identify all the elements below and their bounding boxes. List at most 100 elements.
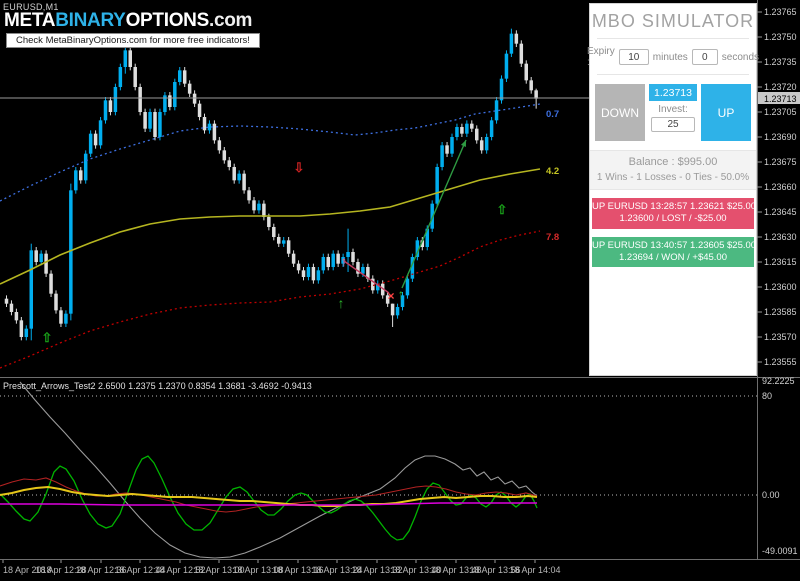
candle-body [39,253,43,263]
candle-body [227,160,231,168]
candle-body [484,137,489,151]
metabinaryoptions-logo: METABINARYOPTIONS.com [4,10,252,32]
time-tick-label: 18 Apr 13:56 [469,565,520,575]
candle-body [88,133,93,154]
candle-body [173,82,177,108]
candle-body [326,257,330,268]
trade-exit-cross: × [387,289,394,303]
candle-body [519,43,524,64]
candle-body [9,303,14,313]
candle-body [435,167,439,204]
expiry-seconds-input[interactable] [691,49,718,65]
price-tick-label: 1.23765 [764,7,797,17]
candle-body [509,33,514,54]
candle-body [277,237,281,244]
price-tick-label: 1.23585 [764,307,797,317]
ma-value-label: 7.8 [546,232,559,243]
candle-body [336,253,340,264]
logo-part-meta: META [4,10,56,31]
time-tick-label: 18 Apr 13:48 [430,565,481,575]
candle-body [494,100,499,121]
indicator-axis-label: -49.0091 [762,546,798,556]
price-tick-label: 1.23705 [764,107,797,117]
expiry-label: Expiry : [586,46,615,68]
candle-body [346,252,350,258]
candle-body [430,203,434,229]
time-tick-label: 18 Apr 13:32 [351,565,402,575]
candle-body [143,112,147,129]
candle-body [361,267,365,274]
candle-body [74,170,78,191]
candle-body [257,203,261,211]
candle-body [286,240,291,254]
candle-body [138,87,142,113]
candle-body [465,123,469,134]
candle-body [395,307,400,316]
candle-body [128,50,132,68]
candle-body [291,253,296,264]
buy-signal-arrow: ↑ [338,295,345,311]
candle-body [475,128,479,141]
candle-body [148,112,152,129]
up-button[interactable]: UP [701,84,751,141]
price-tick-label: 1.23660 [764,182,797,192]
indicator-axis-label: 92.2225 [762,376,795,386]
ma-fast-blue [0,103,541,202]
candle-body [405,278,410,296]
candle-body [400,295,405,308]
time-tick-label: 18 Apr 12:36 [75,565,126,575]
candle-body [168,95,172,108]
price-tick-label: 1.23570 [764,332,797,342]
panel-title: MBO SIMULATOR [591,11,755,31]
price-tick-label: 1.23555 [764,357,797,367]
indicator-axis-label: 80 [762,391,772,401]
candle-body [19,320,24,338]
candle-body [534,90,538,99]
candle-body [301,270,306,278]
candle-body [69,190,73,314]
time-tick-label: 18 Apr 13:16 [272,565,323,575]
ma-value-label: 4.2 [546,166,559,177]
trade-history-lost: UP EURUSD 13:28:57 1.23621 $25.00 1.2360… [592,198,756,229]
price-tick-label: 1.23720 [764,82,797,92]
candle-body [64,313,68,324]
price-tick-label: 1.23615 [764,257,797,267]
price-tick-label: 1.23600 [764,282,797,292]
hollow-down-arrow: ⇩ [294,160,305,175]
candle-body [460,127,464,134]
candle-body [79,170,83,181]
candle-body [499,78,504,101]
price-tick-label: 1.23735 [764,57,797,67]
candle-body [390,303,395,316]
candle-body [262,203,266,218]
invest-label: Invest: [658,104,688,115]
current-price-box [758,92,800,104]
time-tick-label: 18 Apr 13:40 [390,565,441,575]
candle-body [133,67,137,88]
promo-banner[interactable]: Check MetaBinaryOptions.com for more fre… [6,33,260,48]
invest-input[interactable] [651,117,695,132]
price-tick-label: 1.23690 [764,132,797,142]
time-tick-label: 18 Apr 12:28 [35,565,86,575]
ma-value-label: 0.7 [546,109,559,120]
balance-zone: Balance : $995.00 1 Wins - 1 Losses - 0 … [590,150,756,190]
candle-body [281,240,286,244]
ma-slow-red [0,230,541,369]
current-price-chip: 1.23713 [649,84,697,101]
candle-body [470,123,474,129]
divider [597,74,749,75]
candle-body [232,167,236,181]
time-tick-label: 18 Apr 13:08 [232,565,283,575]
down-button[interactable]: DOWN [595,84,645,141]
candle-body [410,257,415,279]
candle-body [356,262,360,274]
expiry-minutes-input[interactable] [618,49,649,65]
ma-mid-yellow [0,168,541,285]
won-trade-line-arrowhead [460,140,466,147]
candle-body [504,53,509,79]
expiry-row: Expiry : minutes seconds [586,46,759,68]
candle-body [445,145,449,154]
candle-body [34,250,38,263]
